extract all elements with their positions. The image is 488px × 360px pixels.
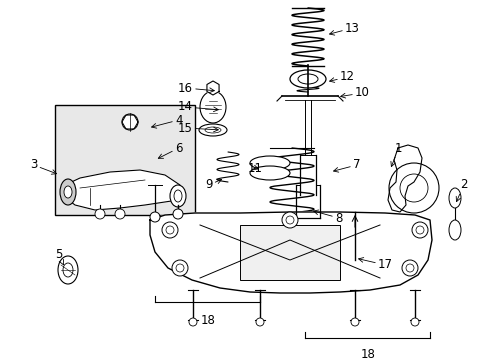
Text: 17: 17 <box>358 258 392 271</box>
Polygon shape <box>62 170 180 210</box>
Ellipse shape <box>63 263 73 277</box>
Ellipse shape <box>448 220 460 240</box>
Ellipse shape <box>200 91 225 123</box>
Polygon shape <box>387 145 421 212</box>
Ellipse shape <box>249 156 289 170</box>
Text: 8: 8 <box>313 210 342 225</box>
Ellipse shape <box>165 226 174 234</box>
Text: 3: 3 <box>30 158 57 174</box>
Text: 18: 18 <box>360 348 375 360</box>
Ellipse shape <box>289 70 325 88</box>
Text: 16: 16 <box>178 81 214 94</box>
Text: 5: 5 <box>55 248 63 265</box>
Text: 13: 13 <box>329 22 359 35</box>
Ellipse shape <box>199 124 226 136</box>
Polygon shape <box>150 212 431 293</box>
Ellipse shape <box>162 222 178 238</box>
Text: 14: 14 <box>178 100 218 113</box>
Ellipse shape <box>60 179 76 205</box>
Ellipse shape <box>122 114 138 130</box>
Bar <box>55 105 195 215</box>
Ellipse shape <box>410 318 418 326</box>
Ellipse shape <box>282 212 297 228</box>
Text: 11: 11 <box>247 162 263 175</box>
Ellipse shape <box>405 264 413 272</box>
Text: 1: 1 <box>390 141 402 167</box>
Text: 6: 6 <box>158 141 182 158</box>
Ellipse shape <box>170 185 185 207</box>
Ellipse shape <box>174 190 182 202</box>
Ellipse shape <box>411 222 427 238</box>
Polygon shape <box>206 81 219 95</box>
Ellipse shape <box>297 74 317 84</box>
Text: 2: 2 <box>455 179 467 202</box>
Ellipse shape <box>58 256 78 284</box>
Text: 15: 15 <box>178 122 218 135</box>
Text: 12: 12 <box>329 71 354 84</box>
Bar <box>240 225 339 280</box>
Text: 10: 10 <box>340 86 369 99</box>
Ellipse shape <box>401 260 417 276</box>
Ellipse shape <box>173 209 183 219</box>
Ellipse shape <box>150 212 160 222</box>
Text: 4: 4 <box>151 113 182 128</box>
Ellipse shape <box>189 318 197 326</box>
Ellipse shape <box>448 188 460 208</box>
Text: 7: 7 <box>333 158 360 172</box>
Ellipse shape <box>176 264 183 272</box>
Ellipse shape <box>115 209 125 219</box>
Ellipse shape <box>172 260 187 276</box>
Ellipse shape <box>204 127 221 133</box>
Text: 18: 18 <box>200 314 215 327</box>
Ellipse shape <box>95 209 105 219</box>
Text: 9: 9 <box>204 179 221 192</box>
Ellipse shape <box>64 186 72 198</box>
Ellipse shape <box>256 318 264 326</box>
Ellipse shape <box>249 166 289 180</box>
Ellipse shape <box>350 318 358 326</box>
Ellipse shape <box>415 226 423 234</box>
Ellipse shape <box>285 216 293 224</box>
